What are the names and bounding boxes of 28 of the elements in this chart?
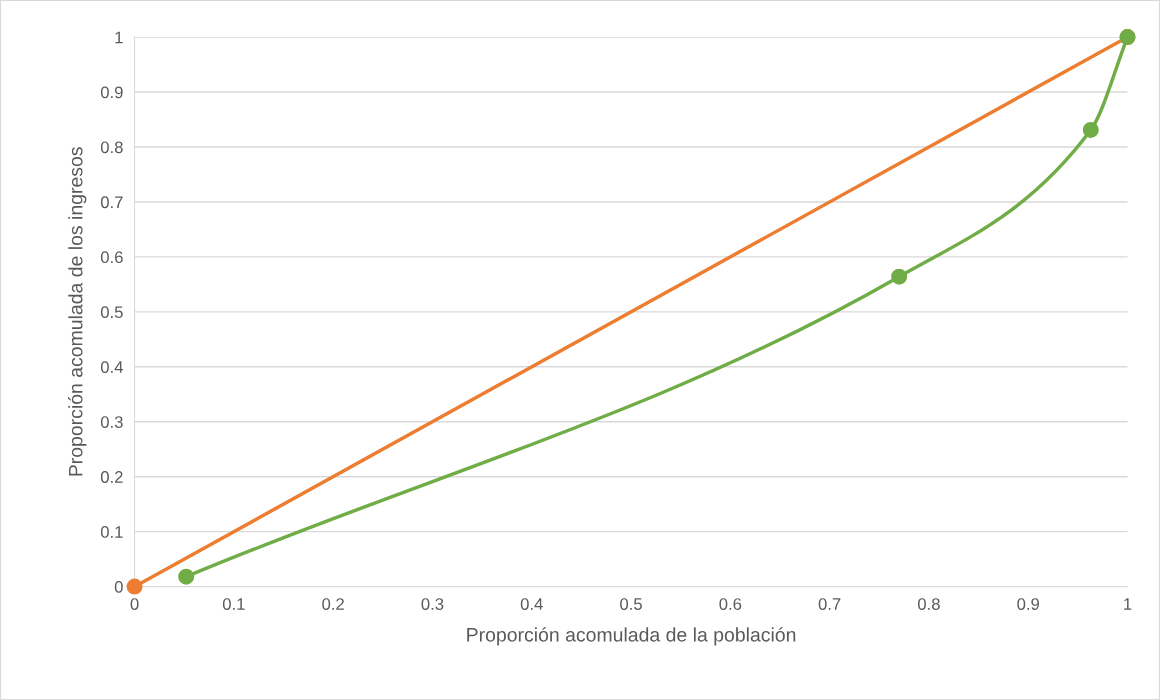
y-axis-title: Proporción acomulada de los ingresos <box>68 147 87 476</box>
y-tick-label: 0.4 <box>100 361 123 373</box>
x-tick-label: 0.7 <box>818 598 841 610</box>
y-tick-label: 0.3 <box>100 416 123 428</box>
y-tick-label: 0.8 <box>100 141 123 154</box>
x-tick-label: 0.2 <box>322 598 344 610</box>
point <box>1082 121 1099 138</box>
point <box>126 578 143 595</box>
x-tick-label: 0.8 <box>918 598 940 610</box>
y-tick-label: 0.7 <box>100 196 123 209</box>
x-tick-label: 0.1 <box>222 598 245 610</box>
y-tick-label: 0.1 <box>100 526 123 538</box>
point <box>178 568 195 585</box>
point <box>891 268 908 285</box>
y-tick-label: 0 <box>114 581 123 593</box>
x-tick-label: 0.5 <box>620 598 642 610</box>
x-tick-label: 1 <box>1124 598 1132 610</box>
x-tick-label: 0.3 <box>421 598 444 610</box>
x-tick-label: 0.4 <box>520 598 543 610</box>
x-tick-label: 0 <box>130 598 139 610</box>
y-tick-label: 0.2 <box>100 471 123 483</box>
y-tick-label: 0.6 <box>100 251 123 264</box>
y-tick-label: 1 <box>115 31 123 44</box>
x-tick-label: 0.6 <box>719 598 742 610</box>
y-tick-label: 0.5 <box>100 306 123 319</box>
y-tick-label: 0.9 <box>100 86 123 99</box>
x-axis-title: Proporción acomulada de la población <box>467 627 796 646</box>
x-tick-label: 0.9 <box>1017 598 1040 610</box>
